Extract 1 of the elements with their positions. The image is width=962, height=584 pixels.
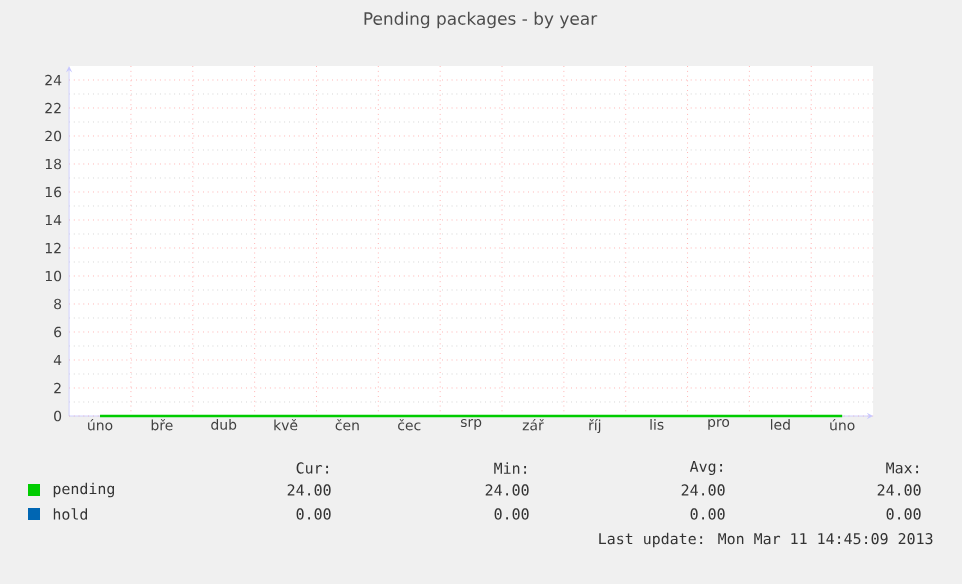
chart-title: Pending packages - by year	[364, 11, 598, 29]
